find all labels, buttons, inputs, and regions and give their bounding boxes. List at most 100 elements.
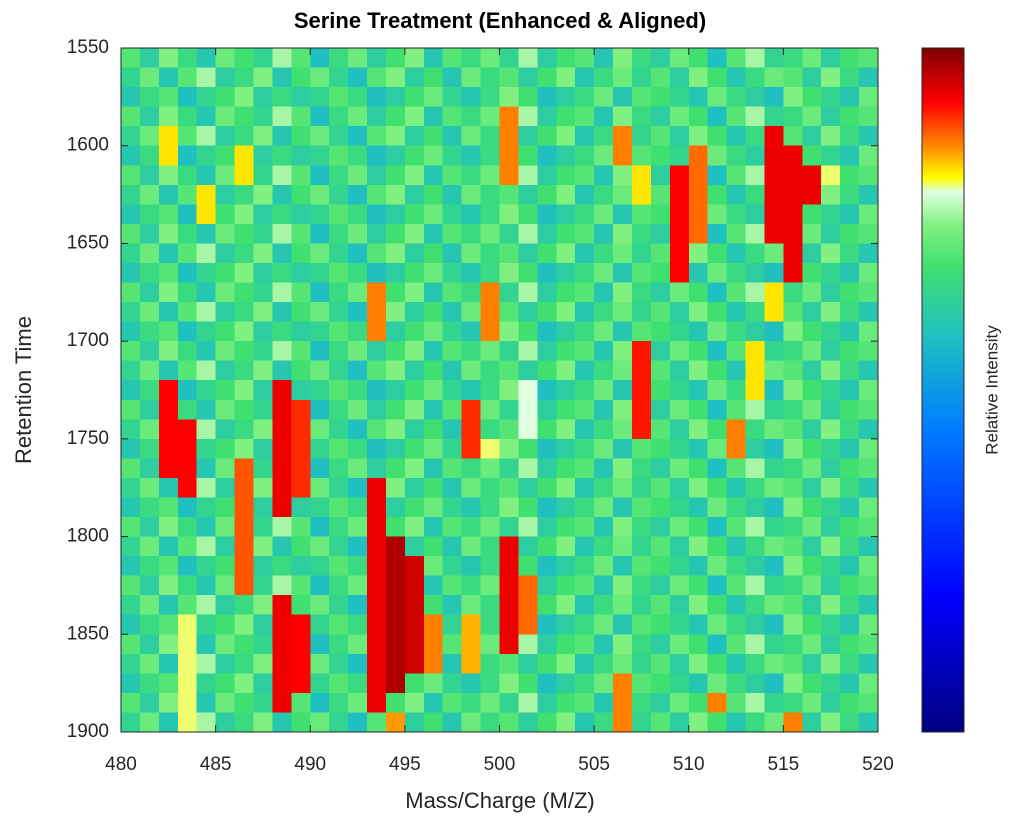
- heatmap-cell: [215, 204, 236, 225]
- heatmap-cell: [480, 126, 501, 147]
- heatmap-cell: [594, 165, 614, 186]
- heatmap-cell: [707, 341, 728, 362]
- heatmap-cell: [537, 497, 557, 518]
- heatmap-cell: [480, 692, 501, 714]
- heatmap-cell: [291, 692, 311, 714]
- heatmap-cell: [215, 614, 236, 635]
- heatmap-cell: [726, 243, 747, 264]
- heatmap-cell: [291, 556, 311, 577]
- heatmap-cell: [423, 517, 444, 538]
- heatmap-cell: [669, 67, 690, 88]
- heatmap-cell: [139, 262, 160, 284]
- heatmap-cell: [631, 595, 652, 616]
- heatmap-cell: [158, 438, 179, 459]
- heatmap-cell: [802, 223, 822, 245]
- heatmap-cell: [367, 458, 387, 479]
- heatmap-cell: [518, 106, 538, 127]
- heatmap-cell: [385, 282, 406, 303]
- heatmap-cell: [764, 106, 784, 127]
- heatmap-cell: [518, 380, 538, 401]
- heatmap-cell: [442, 692, 463, 714]
- heatmap-cell: [783, 67, 803, 88]
- heatmap-cell: [688, 653, 709, 674]
- heatmap-cell: [726, 184, 747, 205]
- heatmap-cell: [139, 556, 160, 577]
- heatmap-cell: [783, 204, 803, 225]
- heatmap-cell: [121, 517, 141, 538]
- x-tick-label: 520: [862, 754, 894, 775]
- heatmap-cell: [367, 321, 387, 342]
- heatmap-cell: [348, 595, 368, 616]
- heatmap-cell: [764, 595, 784, 616]
- heatmap-cell: [329, 712, 349, 733]
- heatmap-cell: [310, 438, 330, 459]
- heatmap-cell: [537, 360, 557, 381]
- heatmap-cell: [499, 184, 520, 205]
- heatmap-cell: [821, 87, 841, 108]
- heatmap-cell: [461, 477, 482, 499]
- heatmap-cell: [556, 712, 576, 733]
- y-tick-label: 1900: [67, 721, 109, 742]
- heatmap-cell: [783, 321, 803, 342]
- heatmap-cell: [272, 673, 292, 694]
- heatmap-cell: [631, 204, 652, 225]
- heatmap-cell: [650, 556, 671, 577]
- heatmap-cell: [537, 673, 557, 694]
- heatmap-cell: [442, 341, 463, 362]
- heatmap-cell: [575, 497, 595, 518]
- heatmap-cell: [859, 145, 879, 166]
- heatmap-cell: [537, 575, 557, 596]
- heatmap-cell: [215, 184, 236, 205]
- heatmap-cell: [253, 517, 273, 538]
- heatmap-cell: [764, 87, 784, 108]
- heatmap-cell: [385, 497, 406, 518]
- heatmap-cell: [442, 106, 463, 127]
- heatmap-cell: [234, 692, 255, 714]
- heatmap-cell: [310, 341, 330, 362]
- heatmap-cell: [518, 87, 538, 108]
- heatmap-cell: [859, 262, 879, 284]
- heatmap-cell: [253, 399, 273, 420]
- heatmap-cell: [821, 575, 841, 596]
- heatmap-cell: [329, 341, 349, 362]
- heatmap-cell: [367, 634, 387, 655]
- heatmap-cell: [556, 67, 576, 88]
- heatmap-cell: [461, 438, 482, 459]
- heatmap-cell: [234, 145, 255, 166]
- heatmap-cell: [688, 692, 709, 714]
- heatmap-cell: [556, 321, 576, 342]
- heatmap-cell: [499, 321, 520, 342]
- heatmap-cell: [707, 556, 728, 577]
- heatmap-cell: [707, 477, 728, 499]
- heatmap-cell: [480, 262, 501, 284]
- heatmap-cell: [196, 477, 217, 499]
- heatmap-cell: [215, 556, 236, 577]
- heatmap-cell: [764, 48, 784, 69]
- heatmap-cell: [272, 223, 292, 245]
- heatmap-cell: [158, 380, 179, 401]
- heatmap-cell: [480, 634, 501, 655]
- heatmap-cell: [442, 712, 463, 733]
- heatmap-cell: [253, 556, 273, 577]
- heatmap-cell: [650, 595, 671, 616]
- heatmap-cell: [310, 145, 330, 166]
- heatmap-cell: [707, 614, 728, 635]
- heatmap-cell: [348, 302, 368, 323]
- heatmap-cell: [764, 126, 784, 147]
- heatmap-cell: [726, 165, 747, 186]
- colorbar-label: Relative Intensity: [982, 325, 1001, 455]
- heatmap-cell: [177, 302, 198, 323]
- heatmap-cell: [840, 458, 860, 479]
- heatmap-cell: [177, 438, 198, 459]
- heatmap-cell: [329, 477, 349, 499]
- heatmap-cell: [234, 243, 255, 264]
- heatmap-cell: [650, 673, 671, 694]
- heatmap-cell: [234, 204, 255, 225]
- heatmap-cell: [404, 536, 425, 557]
- heatmap-cell: [215, 497, 236, 518]
- heatmap-cell: [196, 419, 217, 440]
- heatmap-cell: [253, 595, 273, 616]
- heatmap-cell: [518, 243, 538, 264]
- heatmap-cell: [121, 204, 141, 225]
- heatmap-cell: [442, 458, 463, 479]
